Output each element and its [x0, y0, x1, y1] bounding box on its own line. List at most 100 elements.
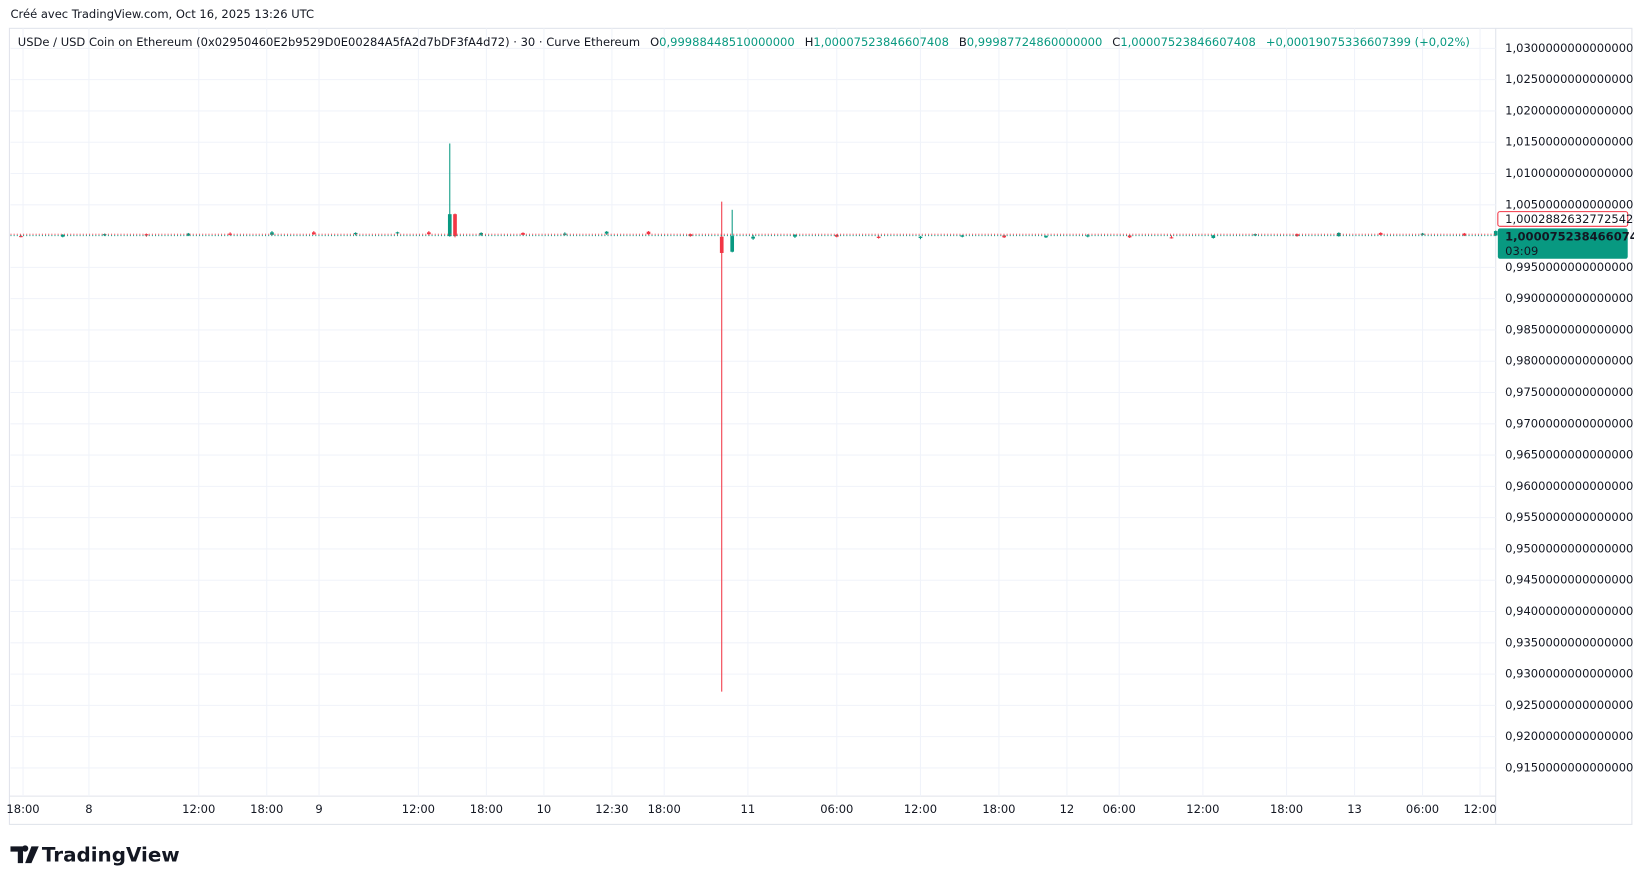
candle-body [102, 234, 107, 236]
y-tick-label: 1,0300000000000000000 [1505, 41, 1634, 55]
x-tick-label: 12:00 [1463, 802, 1496, 816]
candle-body [1127, 235, 1132, 238]
candle-body [730, 236, 735, 252]
price-label-box [1497, 211, 1629, 227]
candle-body [1420, 233, 1425, 235]
candle-body [19, 236, 23, 238]
y-tick-label: 0,9750000000000000060 [1505, 385, 1634, 399]
low-label: B [959, 34, 967, 48]
y-tick-label: 0,9500000000000000060 [1505, 541, 1634, 555]
y-tick-label: 0,9150000000000000060 [1505, 760, 1634, 774]
x-tick-label: 06:00 [1406, 802, 1439, 816]
y-tick-label: 0,9350000000000000060 [1505, 635, 1634, 649]
price-label: 1,00028826327725424 [1505, 212, 1634, 226]
candle-body [186, 233, 191, 236]
x-tick-label: 12:00 [1186, 802, 1219, 816]
chart-frame [8, 27, 1633, 825]
candle-body [228, 233, 232, 235]
x-tick-label: 12:00 [904, 802, 937, 816]
candle-body [876, 236, 881, 238]
candle-body [144, 234, 149, 236]
y-tick-label: 0,9600000000000000060 [1505, 479, 1634, 493]
candle-body [918, 236, 923, 238]
x-tick-label: 9 [315, 802, 322, 816]
candle-body [479, 232, 483, 235]
candle-body [719, 236, 724, 253]
close-value: 1,00007523846607408 [1120, 34, 1256, 48]
y-tick-label: 0,9250000000000000060 [1505, 698, 1634, 712]
candle-body [1085, 235, 1090, 237]
candle-body [311, 232, 316, 235]
x-tick-label: 10 [537, 802, 552, 816]
price-label-box [1497, 228, 1628, 259]
close-label: C [1112, 34, 1120, 48]
legend: USDe / USD Coin on Ethereum (0x02950460E… [18, 34, 1470, 48]
y-tick-label: 0,9550000000000000060 [1505, 510, 1634, 524]
y-tick-label: 1,0200000000000000016 [1505, 103, 1634, 117]
y-tick-label: 0,9450000000000000060 [1505, 573, 1634, 587]
candle-body [1462, 233, 1467, 236]
y-tick-label: 0,9400000000000000060 [1505, 604, 1634, 618]
y-tick-label: 0,9950000000000000060 [1505, 260, 1634, 274]
y-tick-label: 1,0150000000000000032 [1505, 135, 1634, 149]
x-tick-label: 06:00 [820, 802, 853, 816]
y-tick-label: 0,9700000000000000060 [1505, 416, 1634, 430]
change-value: +0,00019075336607399 (+0,02%) [1266, 34, 1470, 48]
y-tick-label: 1,0050000000000000048 [1505, 197, 1634, 211]
candle-body [1493, 231, 1498, 236]
x-tick-label: 18:00 [648, 802, 681, 816]
candle-body [604, 231, 609, 234]
price-label: 1,00007523846607408 [1505, 229, 1634, 243]
x-tick-label: 18:00 [470, 802, 503, 816]
x-tick-label: 12 [1060, 802, 1075, 816]
candle-body [646, 231, 651, 235]
y-tick-label: 1,0100000000000000048 [1505, 166, 1634, 180]
high-value: 1,00007523846607408 [813, 34, 949, 48]
plot [10, 143, 1498, 692]
x-tick-label: 18:00 [250, 802, 283, 816]
x-tick-label: 06:00 [1103, 802, 1136, 816]
x-tick-label: 12:30 [595, 802, 628, 816]
candle-body [1169, 237, 1174, 239]
open-value: 0,99988448510000000 [659, 34, 795, 48]
candle-body [1044, 236, 1048, 238]
y-tick-label: 0,9200000000000000060 [1505, 729, 1634, 743]
x-tick-label: 11 [741, 802, 756, 816]
y-tick-label: 0,9900000000000000060 [1505, 291, 1634, 305]
high-label: H [805, 34, 814, 48]
x-tick-label: 18:00 [1270, 802, 1303, 816]
candle-body [563, 233, 567, 235]
candle-body [427, 232, 431, 235]
x-tick-label: 13 [1347, 802, 1362, 816]
candle-body [1337, 232, 1341, 237]
candle-body [688, 234, 693, 237]
candle-body [834, 234, 839, 237]
candle-body [353, 232, 358, 235]
grid [10, 28, 1496, 797]
x-tick-label: 18:00 [6, 802, 39, 816]
y-tick-label: 1,0250000000000000016 [1505, 72, 1634, 86]
candle-body [960, 235, 965, 237]
y-tick-label: 0,9850000000000000060 [1505, 322, 1634, 336]
candle-body [1002, 235, 1006, 238]
logo-icon [10, 845, 39, 864]
low-value: 0,99987724860000000 [967, 34, 1103, 48]
x-tick-label: 12:00 [182, 802, 215, 816]
countdown: 03:09 [1505, 244, 1538, 258]
x-tick-label: 12:00 [402, 802, 435, 816]
logo: TradingView [10, 843, 180, 866]
logo-text: TradingView [42, 843, 180, 866]
y-tick-label: 0,9800000000000000060 [1505, 354, 1634, 368]
y-tick-label: 0,9650000000000000060 [1505, 448, 1634, 462]
created-note: Créé avec TradingView.com, Oct 16, 2025 … [10, 7, 314, 21]
y-tick-label: 0,9300000000000000060 [1505, 667, 1634, 681]
x-tick-label: 18:00 [982, 802, 1015, 816]
candle-body [447, 214, 452, 237]
candle-body [1253, 234, 1257, 236]
candle-body [453, 214, 457, 237]
x-tick-label: 8 [85, 802, 92, 816]
candle-body [751, 236, 755, 239]
candle-body [395, 232, 400, 234]
